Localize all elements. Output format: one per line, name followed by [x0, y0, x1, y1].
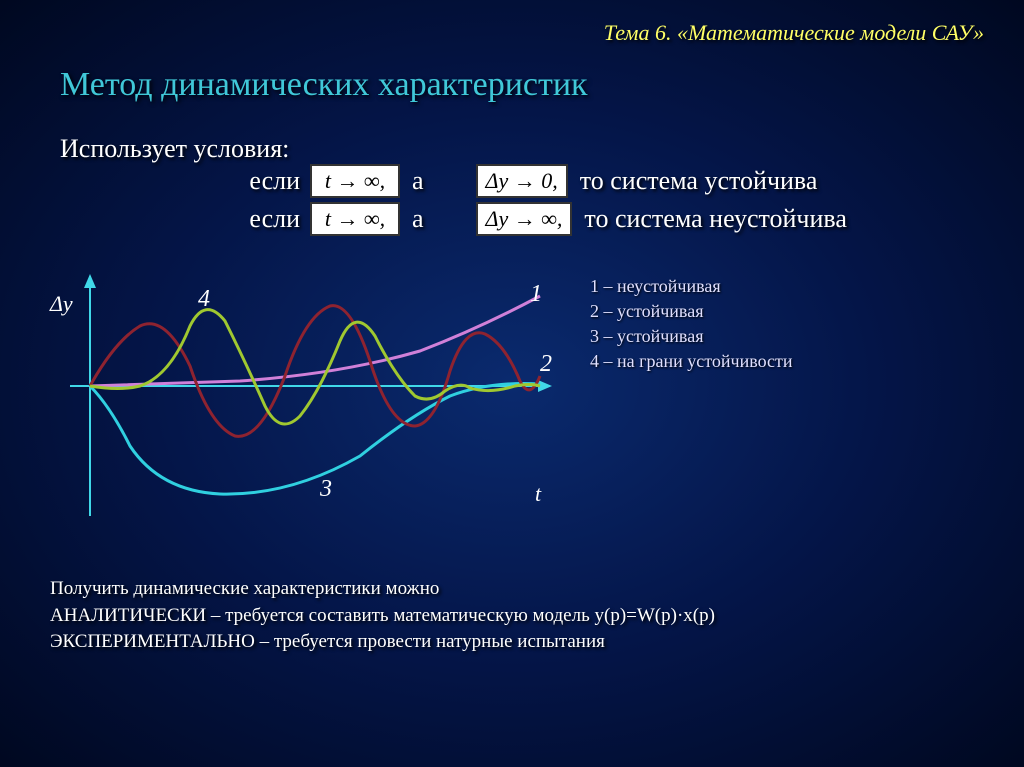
curve-label-4: 4	[198, 286, 210, 312]
legend-item-3: 3 – устойчивая	[590, 326, 793, 347]
then-label-2: то система неустойчива	[584, 204, 846, 234]
x-axis-label: t	[535, 481, 542, 506]
math-box-2a: t → ∞,	[310, 202, 400, 236]
math-box-1a: t → ∞,	[310, 164, 400, 198]
if-label-2: если	[60, 204, 310, 234]
math-box-1b: Δy → 0,	[476, 164, 568, 198]
curve-3	[90, 384, 540, 495]
curve-2	[90, 306, 540, 437]
conditions-block: Использует условия: если t → ∞, а Δy → 0…	[60, 134, 984, 236]
bottom-line-3: ЭКСПЕРИМЕНТАЛЬНО – требуется провести на…	[50, 629, 984, 656]
condition-row-1: если t → ∞, а Δy → 0, то система устойчи…	[60, 164, 984, 198]
then-label-1: то система устойчива	[580, 166, 818, 196]
slide-title: Метод динамических характеристик	[60, 66, 984, 104]
conditions-header: Использует условия:	[60, 134, 984, 164]
curve-label-1: 1	[530, 281, 542, 307]
mid-label-1: а	[412, 166, 424, 196]
curve-label-3: 3	[319, 476, 332, 502]
bottom-line-1: Получить динамические характеристики мож…	[50, 576, 984, 603]
chart: Δy t 1 2 3 4	[40, 266, 580, 546]
bottom-text: Получить динамические характеристики мож…	[50, 576, 984, 656]
curve-label-2: 2	[540, 351, 552, 377]
legend-item-2: 2 – устойчивая	[590, 301, 793, 322]
legend-item-1: 1 – неустойчивая	[590, 276, 793, 297]
math-box-2b: Δy → ∞,	[476, 202, 573, 236]
legend: 1 – неустойчивая 2 – устойчивая 3 – усто…	[590, 266, 793, 546]
mid-label-2: а	[412, 204, 424, 234]
legend-item-4: 4 – на грани устойчивости	[590, 351, 793, 372]
if-label-1: если	[60, 166, 310, 196]
y-axis-label: Δy	[49, 291, 73, 316]
bottom-line-2: АНАЛИТИЧЕСКИ – требуется составить матем…	[50, 603, 984, 630]
curve-1	[90, 296, 540, 386]
topic-header: Тема 6. «Математические модели САУ»	[40, 20, 984, 46]
condition-row-2: если t → ∞, а Δy → ∞, то система неустой…	[60, 202, 984, 236]
